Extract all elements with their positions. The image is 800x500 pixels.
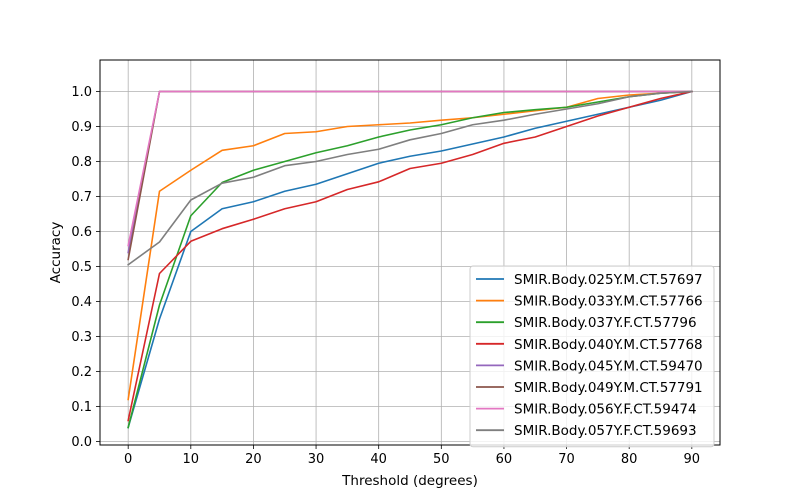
y-tick-label: 0.1 <box>71 400 92 415</box>
x-tick-label: 0 <box>124 452 132 467</box>
series-line <box>127 90 693 401</box>
legend-entry: SMIR.Body.056Y.F.CT.59474 <box>514 402 697 418</box>
series-lines <box>127 90 693 429</box>
y-tick-label: 0.5 <box>71 260 92 275</box>
y-tick-label: 0.2 <box>71 365 92 380</box>
legend-entry: SMIR.Body.037Y.F.CT.57796 <box>514 315 697 331</box>
x-axis-label: Threshold (degrees) <box>341 473 478 489</box>
legend-entry: SMIR.Body.040Y.M.CT.57768 <box>514 337 703 353</box>
x-tick-label: 50 <box>433 452 450 467</box>
axis-ticks: 0 10 20 30 40 50 60 70 80 90 0.0 0.1 0.2 0.3 0.4 0.5 0.6… <box>71 85 700 467</box>
series-line <box>127 90 693 422</box>
y-tick-label: 1.0 <box>71 85 92 100</box>
legend-entry: SMIR.Body.045Y.M.CT.59470 <box>514 358 703 374</box>
y-tick-label: 0.0 <box>71 435 92 450</box>
series-line <box>127 90 693 254</box>
y-tick-label: 0.9 <box>71 120 92 135</box>
y-tick-label: 0.8 <box>71 155 92 170</box>
x-tick-label: 60 <box>496 452 513 467</box>
x-tick-label: 70 <box>558 452 575 467</box>
series-line <box>127 90 693 261</box>
series-line <box>127 90 693 266</box>
legend: SMIR.Body.025Y.M.CT.57697 SMIR.Body.033Y.… <box>469 265 715 448</box>
legend-entry: SMIR.Body.025Y.M.CT.57697 <box>514 272 703 288</box>
y-tick-label: 0.3 <box>71 330 92 345</box>
y-tick-label: 0.6 <box>71 225 92 240</box>
y-tick-label: 0.4 <box>71 295 92 310</box>
legend-box <box>469 265 715 448</box>
legend-entry: SMIR.Body.057Y.F.CT.59693 <box>514 423 697 439</box>
x-tick-label: 80 <box>621 452 638 467</box>
x-tick-label: 30 <box>308 452 325 467</box>
x-tick-label: 90 <box>684 452 701 467</box>
legend-entry: SMIR.Body.049Y.M.CT.57791 <box>514 380 703 396</box>
series-line <box>127 90 693 247</box>
x-tick-label: 20 <box>245 452 262 467</box>
y-tick-label: 0.7 <box>71 190 92 205</box>
plot-frame <box>99 59 721 446</box>
x-tick-label: 10 <box>183 452 200 467</box>
x-tick-label: 40 <box>370 452 387 467</box>
series-line <box>127 90 693 429</box>
legend-entry: SMIR.Body.033Y.M.CT.57766 <box>514 294 703 310</box>
y-axis-label: Accuracy <box>48 222 64 284</box>
